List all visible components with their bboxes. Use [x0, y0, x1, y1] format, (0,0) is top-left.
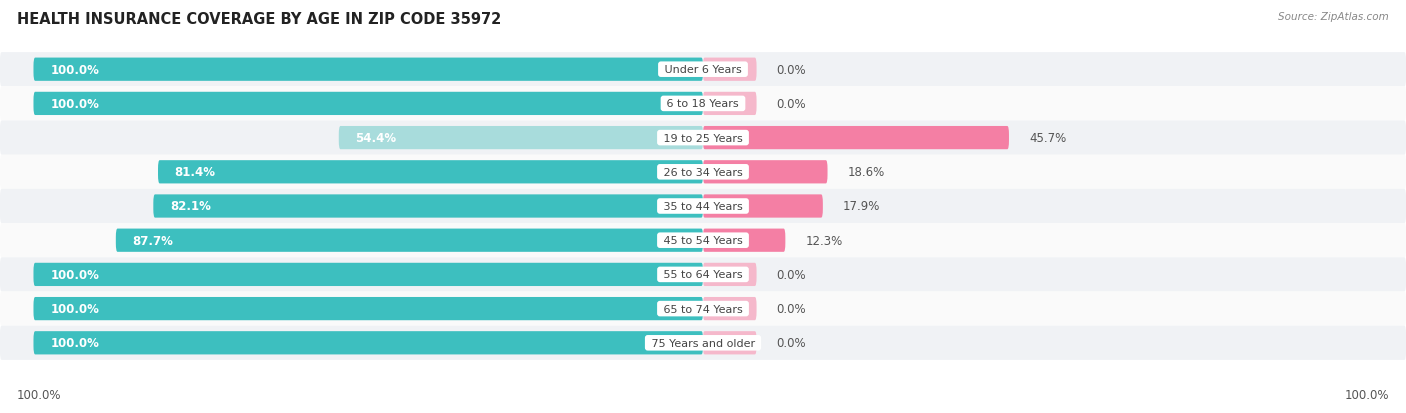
Text: 0.0%: 0.0%	[776, 337, 806, 349]
FancyBboxPatch shape	[0, 223, 1406, 258]
Text: 45 to 54 Years: 45 to 54 Years	[659, 236, 747, 246]
FancyBboxPatch shape	[0, 87, 1406, 121]
FancyBboxPatch shape	[0, 292, 1406, 326]
FancyBboxPatch shape	[703, 93, 756, 116]
Text: 75 Years and older: 75 Years and older	[648, 338, 758, 348]
FancyBboxPatch shape	[703, 127, 1010, 150]
Text: 35 to 44 Years: 35 to 44 Years	[659, 202, 747, 211]
Text: 100.0%: 100.0%	[51, 337, 98, 349]
Text: 82.1%: 82.1%	[170, 200, 211, 213]
FancyBboxPatch shape	[34, 263, 703, 286]
Text: 100.0%: 100.0%	[51, 302, 98, 316]
Text: 18.6%: 18.6%	[848, 166, 884, 179]
Text: 6 to 18 Years: 6 to 18 Years	[664, 99, 742, 109]
FancyBboxPatch shape	[0, 326, 1406, 360]
Text: 100.0%: 100.0%	[1344, 388, 1389, 401]
Text: 81.4%: 81.4%	[174, 166, 215, 179]
FancyBboxPatch shape	[0, 155, 1406, 190]
Text: 0.0%: 0.0%	[776, 268, 806, 281]
Text: 100.0%: 100.0%	[51, 64, 98, 76]
FancyBboxPatch shape	[703, 58, 756, 82]
FancyBboxPatch shape	[703, 229, 786, 252]
Text: 0.0%: 0.0%	[776, 64, 806, 76]
FancyBboxPatch shape	[703, 195, 823, 218]
FancyBboxPatch shape	[34, 58, 703, 82]
FancyBboxPatch shape	[34, 297, 703, 320]
FancyBboxPatch shape	[339, 127, 703, 150]
Text: 65 to 74 Years: 65 to 74 Years	[659, 304, 747, 314]
FancyBboxPatch shape	[157, 161, 703, 184]
Text: 100.0%: 100.0%	[17, 388, 62, 401]
Text: 12.3%: 12.3%	[806, 234, 842, 247]
FancyBboxPatch shape	[0, 258, 1406, 292]
Text: Under 6 Years: Under 6 Years	[661, 65, 745, 75]
Text: 0.0%: 0.0%	[776, 97, 806, 111]
Text: 54.4%: 54.4%	[356, 132, 396, 145]
Text: 87.7%: 87.7%	[132, 234, 173, 247]
Text: Source: ZipAtlas.com: Source: ZipAtlas.com	[1278, 12, 1389, 22]
Text: 19 to 25 Years: 19 to 25 Years	[659, 133, 747, 143]
Text: 45.7%: 45.7%	[1029, 132, 1066, 145]
FancyBboxPatch shape	[703, 263, 756, 286]
Text: 100.0%: 100.0%	[51, 268, 98, 281]
FancyBboxPatch shape	[153, 195, 703, 218]
FancyBboxPatch shape	[34, 331, 703, 355]
FancyBboxPatch shape	[115, 229, 703, 252]
Text: 17.9%: 17.9%	[844, 200, 880, 213]
Text: 0.0%: 0.0%	[776, 302, 806, 316]
FancyBboxPatch shape	[0, 53, 1406, 87]
FancyBboxPatch shape	[34, 93, 703, 116]
Text: 55 to 64 Years: 55 to 64 Years	[659, 270, 747, 280]
Text: HEALTH INSURANCE COVERAGE BY AGE IN ZIP CODE 35972: HEALTH INSURANCE COVERAGE BY AGE IN ZIP …	[17, 12, 501, 27]
FancyBboxPatch shape	[703, 297, 756, 320]
FancyBboxPatch shape	[703, 331, 756, 355]
Text: 100.0%: 100.0%	[51, 97, 98, 111]
FancyBboxPatch shape	[703, 161, 828, 184]
Text: 26 to 34 Years: 26 to 34 Years	[659, 167, 747, 177]
FancyBboxPatch shape	[0, 121, 1406, 155]
FancyBboxPatch shape	[0, 190, 1406, 223]
